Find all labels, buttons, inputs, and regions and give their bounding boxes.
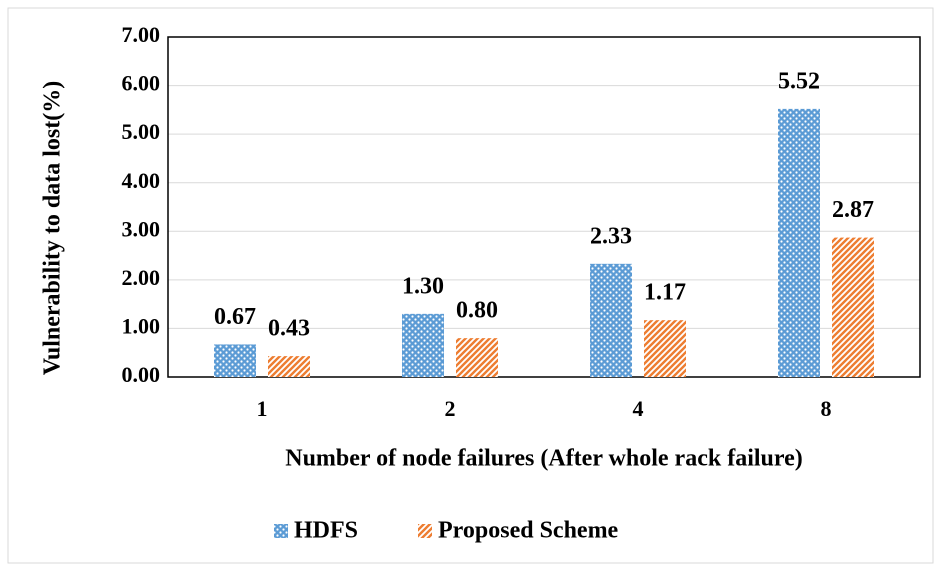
value-label: 1.17: [644, 280, 686, 306]
y-axis-title: Vulnerability to data lost(%): [40, 81, 66, 375]
value-label: 1.30: [402, 273, 444, 299]
y-tick-label: 6.00: [122, 71, 161, 96]
y-tick-label: 2.00: [122, 265, 161, 290]
x-axis-title: Number of node failures (After whole rac…: [285, 446, 803, 472]
bar: [268, 356, 310, 377]
value-label: 0.67: [214, 304, 256, 330]
x-tick-label: 2: [445, 396, 456, 421]
legend-swatch: [274, 524, 288, 538]
bar: [590, 263, 632, 377]
y-tick-label: 4.00: [122, 168, 161, 193]
y-tick-label: 7.00: [122, 22, 161, 47]
x-tick-label: 8: [821, 396, 832, 421]
bar: [402, 313, 444, 377]
bar: [214, 344, 256, 377]
x-tick-label: 1: [257, 396, 268, 421]
x-tick-label: 4: [633, 396, 644, 421]
legend-label: HDFS: [294, 518, 358, 544]
value-label: 2.87: [832, 197, 874, 223]
bar: [778, 108, 820, 377]
legend-swatch: [418, 524, 432, 538]
y-tick-label: 3.00: [122, 216, 161, 241]
bar: [832, 237, 874, 377]
bar: [644, 320, 686, 377]
value-label: 5.52: [778, 68, 820, 94]
value-label: 0.80: [456, 298, 498, 324]
value-label: 2.33: [590, 223, 632, 249]
y-tick-label: 1.00: [122, 313, 161, 338]
value-label: 0.43: [268, 316, 310, 342]
legend-label: Proposed Scheme: [438, 518, 619, 544]
y-tick-label: 5.00: [122, 119, 161, 144]
bar: [456, 338, 498, 377]
y-tick-label: 0.00: [122, 362, 161, 387]
plot-border: [167, 36, 921, 378]
